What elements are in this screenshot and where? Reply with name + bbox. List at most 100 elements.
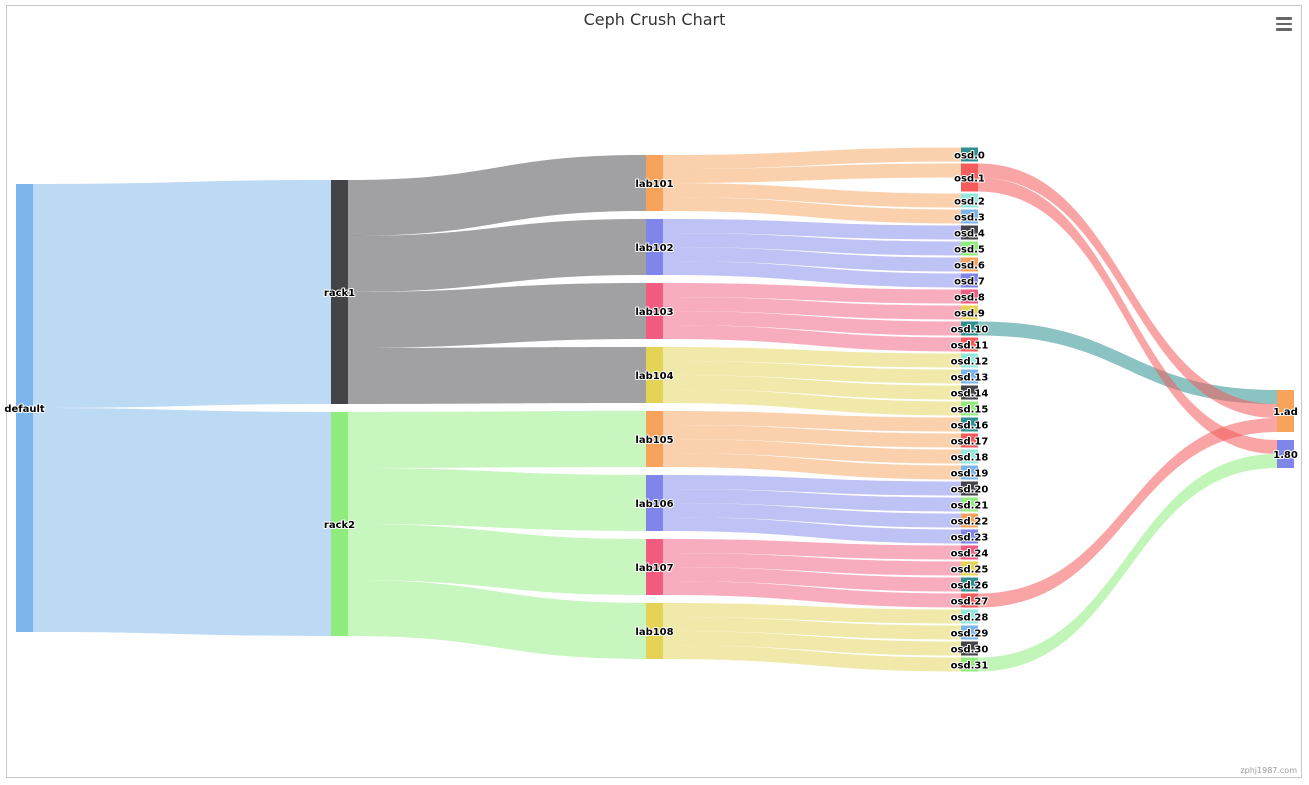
node-osd.23[interactable] xyxy=(961,529,978,544)
link-lab106-to-osd.23[interactable] xyxy=(663,517,961,544)
link-lab107-to-osd.26[interactable] xyxy=(663,567,961,592)
link-lab107-to-osd.27[interactable] xyxy=(663,581,961,608)
node-label-lab105: lab105 xyxy=(635,435,673,446)
node-osd.5[interactable] xyxy=(961,241,978,256)
node-osd.4[interactable] xyxy=(961,225,978,240)
node-lab105[interactable] xyxy=(646,411,663,467)
node-rack2[interactable] xyxy=(331,412,348,636)
node-label-lab104: lab104 xyxy=(635,371,673,382)
node-osd.27[interactable] xyxy=(961,593,978,608)
node-osd.21[interactable] xyxy=(961,497,978,512)
node-1.ad[interactable] xyxy=(1277,390,1294,432)
node-osd.14[interactable] xyxy=(961,385,978,400)
link-osd.31-to-1.80[interactable] xyxy=(978,454,1277,672)
link-lab105-to-osd.19[interactable] xyxy=(663,453,961,480)
node-osd.22[interactable] xyxy=(961,513,978,528)
node-lab102[interactable] xyxy=(646,219,663,275)
link-lab102-to-osd.6[interactable] xyxy=(663,247,961,272)
link-rack1-to-lab101[interactable] xyxy=(348,155,646,236)
link-rack2-to-lab108[interactable] xyxy=(348,580,646,659)
node-osd.8[interactable] xyxy=(961,289,978,304)
link-osd.27-to-1.ad[interactable] xyxy=(978,418,1277,608)
node-osd.9[interactable] xyxy=(961,305,978,320)
node-lab101[interactable] xyxy=(646,155,663,211)
node-default[interactable] xyxy=(16,184,33,632)
node-osd.16[interactable] xyxy=(961,417,978,432)
link-rack2-to-lab106[interactable] xyxy=(348,468,646,531)
link-osd.1-to-1.ad[interactable] xyxy=(978,163,1277,419)
node-osd.0[interactable] xyxy=(961,147,978,162)
node-osd.31[interactable] xyxy=(961,657,978,672)
node-osd.15[interactable] xyxy=(961,401,978,416)
node-osd.30[interactable] xyxy=(961,641,978,656)
node-osd.2[interactable] xyxy=(961,193,978,208)
node-osd.29[interactable] xyxy=(961,625,978,640)
link-lab104-to-osd.14[interactable] xyxy=(663,375,961,400)
hamburger-menu-icon[interactable] xyxy=(1276,17,1292,31)
link-lab103-to-osd.9[interactable] xyxy=(663,297,961,320)
node-label-osd.11: osd.11 xyxy=(951,341,989,352)
link-lab102-to-osd.5[interactable] xyxy=(663,233,961,256)
node-osd.3[interactable] xyxy=(961,209,978,224)
link-lab101-to-osd.3[interactable] xyxy=(663,197,961,224)
node-osd.6[interactable] xyxy=(961,257,978,272)
node-lab108[interactable] xyxy=(646,603,663,659)
node-osd.20[interactable] xyxy=(961,481,978,496)
node-osd.26[interactable] xyxy=(961,577,978,592)
node-osd.18[interactable] xyxy=(961,449,978,464)
link-lab101-to-osd.0[interactable] xyxy=(663,147,961,170)
link-lab102-to-osd.4[interactable] xyxy=(663,219,961,240)
link-lab107-to-osd.24[interactable] xyxy=(663,539,961,560)
node-osd.7[interactable] xyxy=(961,273,978,288)
node-rack1[interactable] xyxy=(331,180,348,404)
node-label-osd.6: osd.6 xyxy=(954,261,985,272)
node-osd.17[interactable] xyxy=(961,433,978,448)
link-lab106-to-osd.20[interactable] xyxy=(663,475,961,496)
node-osd.10[interactable] xyxy=(961,321,978,336)
link-rack1-to-lab103[interactable] xyxy=(348,283,646,348)
node-label-osd.21: osd.21 xyxy=(951,501,989,512)
link-lab103-to-osd.11[interactable] xyxy=(663,325,961,352)
link-lab104-to-osd.15[interactable] xyxy=(663,389,961,416)
chart-credit[interactable]: zphj1987.com xyxy=(1240,766,1297,775)
link-lab108-to-osd.30[interactable] xyxy=(663,631,961,656)
node-osd.11[interactable] xyxy=(961,337,978,352)
node-osd.13[interactable] xyxy=(961,369,978,384)
link-lab106-to-osd.21[interactable] xyxy=(663,489,961,512)
link-osd.10-to-1.ad[interactable] xyxy=(978,321,1277,405)
link-lab101-to-osd.1[interactable] xyxy=(663,163,961,184)
link-lab105-to-osd.17[interactable] xyxy=(663,425,961,448)
link-default-to-rack1[interactable] xyxy=(33,180,331,408)
link-lab106-to-osd.22[interactable] xyxy=(663,503,961,528)
node-osd.25[interactable] xyxy=(961,561,978,576)
link-lab101-to-osd.2[interactable] xyxy=(663,183,961,208)
link-rack1-to-lab102[interactable] xyxy=(348,219,646,292)
link-default-to-rack2[interactable] xyxy=(33,408,331,636)
link-rack2-to-lab105[interactable] xyxy=(348,411,646,468)
link-lab104-to-osd.12[interactable] xyxy=(663,347,961,368)
node-lab106[interactable] xyxy=(646,475,663,531)
link-lab107-to-osd.25[interactable] xyxy=(663,553,961,576)
link-osd.1-to-1.80[interactable] xyxy=(978,177,1277,455)
node-osd.24[interactable] xyxy=(961,545,978,560)
link-lab103-to-osd.10[interactable] xyxy=(663,311,961,336)
node-osd.19[interactable] xyxy=(961,465,978,480)
node-lab103[interactable] xyxy=(646,283,663,339)
node-osd.28[interactable] xyxy=(961,609,978,624)
node-label-osd.2: osd.2 xyxy=(954,197,985,208)
node-osd.1[interactable] xyxy=(961,163,978,192)
link-lab108-to-osd.28[interactable] xyxy=(663,603,961,624)
link-lab105-to-osd.16[interactable] xyxy=(663,411,961,432)
link-rack2-to-lab107[interactable] xyxy=(348,524,646,595)
link-rack1-to-lab104[interactable] xyxy=(348,347,646,404)
node-osd.12[interactable] xyxy=(961,353,978,368)
link-lab108-to-osd.29[interactable] xyxy=(663,617,961,640)
link-lab102-to-osd.7[interactable] xyxy=(663,261,961,288)
link-lab103-to-osd.8[interactable] xyxy=(663,283,961,304)
node-lab107[interactable] xyxy=(646,539,663,595)
link-lab104-to-osd.13[interactable] xyxy=(663,361,961,384)
node-1.80[interactable] xyxy=(1277,440,1294,468)
link-lab108-to-osd.31[interactable] xyxy=(663,645,961,672)
link-lab105-to-osd.18[interactable] xyxy=(663,439,961,464)
node-lab104[interactable] xyxy=(646,347,663,403)
